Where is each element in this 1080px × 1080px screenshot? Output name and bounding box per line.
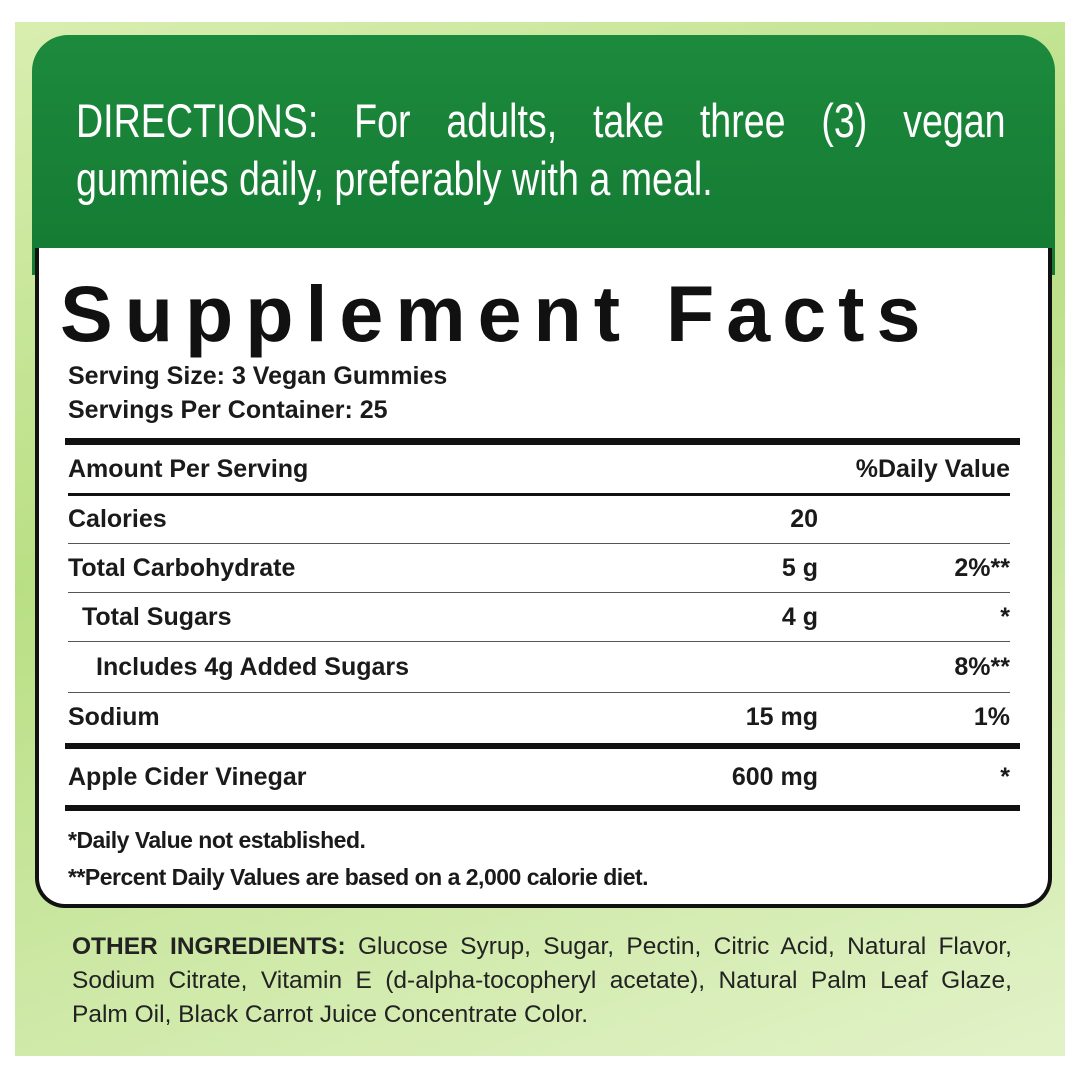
daily-value: 1%	[973, 703, 1010, 731]
rule	[65, 438, 1020, 445]
other-ingredients: OTHER INGREDIENTS: Glucose Syrup, Sugar,…	[72, 930, 1012, 1032]
directions: DIRECTIONS: For adults, take three (3) v…	[76, 94, 1006, 205]
rule	[65, 743, 1020, 749]
amount: 600 mg	[731, 762, 818, 791]
fact-row: Apple Cider Vinegar 600 mg *	[68, 749, 1010, 805]
facts-title: Supplement Facts	[60, 269, 933, 358]
servings-per-container: Servings Per Container: 25	[68, 396, 388, 424]
fact-row: Includes 4g Added Sugars 8%**	[68, 642, 1010, 693]
fact-row: Sodium 15 mg 1%	[68, 693, 1010, 742]
fact-row: Total Sugars 4 g *	[68, 593, 1010, 642]
nutrient-name: Sodium	[68, 703, 160, 731]
serving-size: Serving Size: 3 Vegan Gummies	[68, 362, 448, 390]
facts-box	[35, 248, 1052, 908]
nutrient-name: Calories	[68, 505, 167, 533]
nutrient-name: Includes 4g Added Sugars	[96, 652, 410, 681]
amount: 5 g	[781, 553, 818, 582]
daily-value: *	[1000, 762, 1010, 791]
amount: 4 g	[781, 602, 818, 631]
header-row: Amount Per Serving %Daily Value	[68, 446, 1010, 496]
daily-value: *	[1000, 602, 1010, 631]
other-ingredients-label: OTHER INGREDIENTS:	[72, 933, 346, 960]
nutrient-name: Apple Cider Vinegar	[68, 762, 307, 791]
nutrient-name: Total Carbohydrate	[68, 553, 296, 582]
footnote: **Percent Daily Values are based on a 2,…	[68, 864, 649, 890]
daily-value: 2%**	[954, 553, 1010, 582]
footnote: *Daily Value not established.	[68, 827, 366, 853]
nutrient-name: Total Sugars	[82, 602, 232, 631]
fact-row: Total Carbohydrate 5 g 2%**	[68, 544, 1010, 593]
amount: 15 mg	[745, 703, 818, 731]
header-label: Amount Per Serving	[68, 455, 309, 483]
header-label: %Daily Value	[855, 455, 1010, 483]
other-ingredients-text: Glucose Syrup, Sugar, Pectin, Citric Aci…	[72, 933, 1012, 1028]
directions-panel	[32, 35, 1055, 275]
rule	[65, 805, 1020, 811]
amount: 20	[790, 505, 818, 533]
fact-row: Calories 20	[68, 496, 1010, 544]
daily-value: 8%**	[954, 652, 1010, 681]
